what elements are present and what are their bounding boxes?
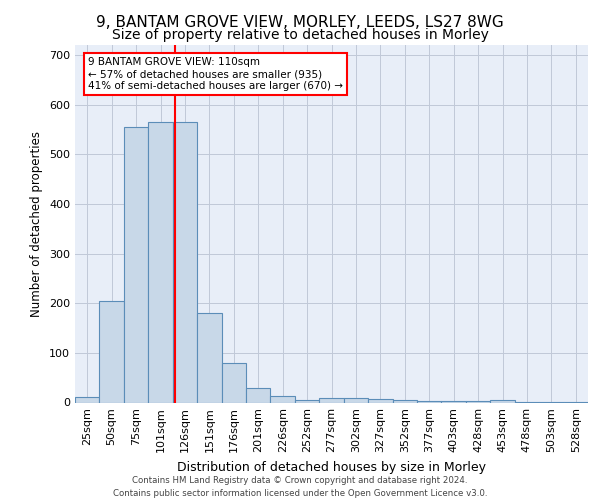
Bar — [368, 398, 392, 402]
Bar — [271, 396, 295, 402]
Text: Size of property relative to detached houses in Morley: Size of property relative to detached ho… — [112, 28, 488, 42]
Bar — [173, 122, 197, 402]
Text: 9 BANTAM GROVE VIEW: 110sqm
← 57% of detached houses are smaller (935)
41% of se: 9 BANTAM GROVE VIEW: 110sqm ← 57% of det… — [88, 58, 343, 90]
Bar — [124, 127, 148, 402]
Bar — [466, 401, 490, 402]
Text: 9, BANTAM GROVE VIEW, MORLEY, LEEDS, LS27 8WG: 9, BANTAM GROVE VIEW, MORLEY, LEEDS, LS2… — [96, 15, 504, 30]
Bar — [246, 388, 271, 402]
Bar — [490, 400, 515, 402]
Bar — [75, 396, 100, 402]
Text: Contains HM Land Registry data © Crown copyright and database right 2024.
Contai: Contains HM Land Registry data © Crown c… — [113, 476, 487, 498]
Y-axis label: Number of detached properties: Number of detached properties — [31, 130, 43, 317]
Bar — [100, 300, 124, 402]
Bar — [392, 400, 417, 402]
Bar — [442, 401, 466, 402]
Bar — [221, 364, 246, 403]
X-axis label: Distribution of detached houses by size in Morley: Distribution of detached houses by size … — [177, 461, 486, 474]
Bar — [319, 398, 344, 402]
Bar — [344, 398, 368, 402]
Bar — [295, 400, 319, 402]
Bar — [417, 401, 442, 402]
Bar — [197, 313, 221, 402]
Bar — [148, 122, 173, 402]
